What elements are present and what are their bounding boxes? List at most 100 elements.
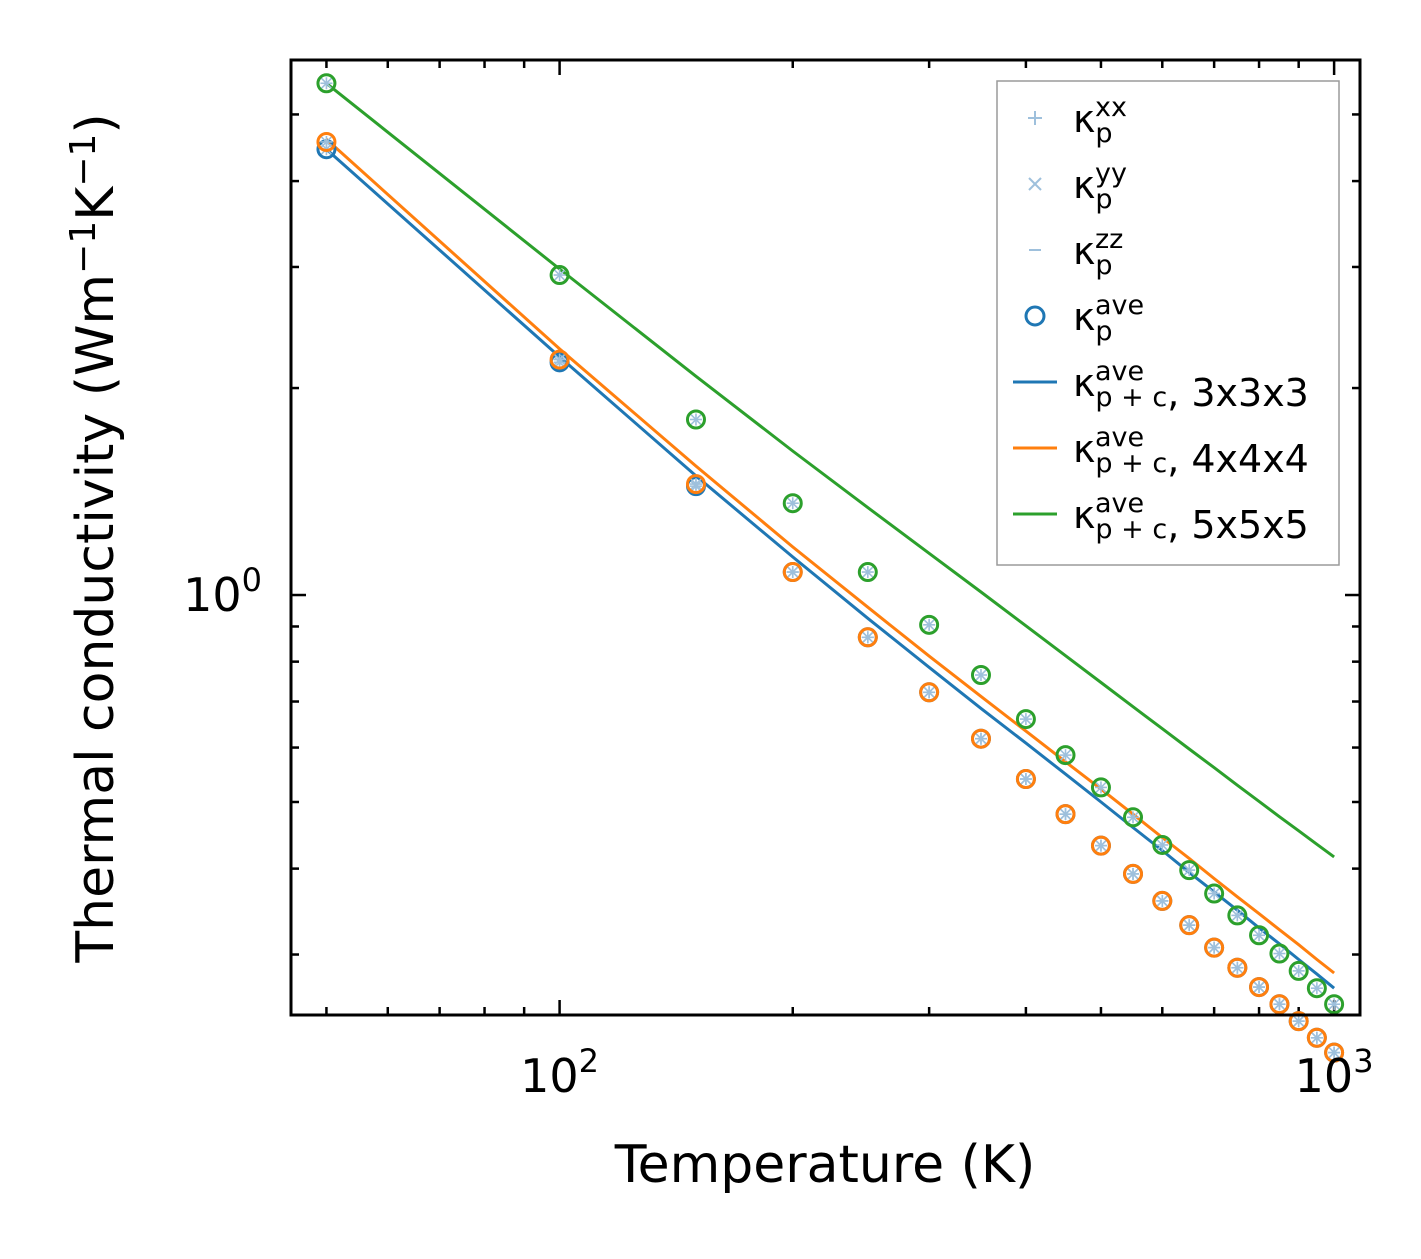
marker-circle (316, 131, 337, 152)
y-tick-exp: 0 (242, 561, 262, 599)
marker-x-b (554, 269, 566, 281)
marker-x-b (1020, 773, 1032, 785)
lines-layer (325, 82, 1336, 990)
legend-subscript: p + c (1095, 382, 1167, 413)
markers-layer (316, 73, 1345, 1063)
point-kappa-p-5x5x5 (1269, 943, 1290, 964)
point-kappa-p-5x5x5 (1227, 905, 1248, 926)
marker-circle (685, 409, 706, 430)
y-label-close: ) (66, 113, 126, 133)
marker-circle (1152, 834, 1173, 855)
marker-x-b (923, 619, 935, 631)
marker-x-b (862, 631, 874, 643)
legend-x-icon (1028, 177, 1042, 191)
legend-circle-icon (1024, 305, 1046, 327)
point-kappa-p-4x4x4 (1306, 1027, 1327, 1048)
marker-circle (782, 562, 803, 583)
marker-x-b (1311, 1032, 1323, 1044)
point-kappa-p-5x5x5 (1204, 883, 1225, 904)
marker-circle (1123, 863, 1144, 884)
point-kappa-p-5x5x5 (970, 665, 991, 686)
legend-superscript: ave (1095, 422, 1144, 453)
legend-superscript: ave (1095, 356, 1144, 387)
marker-circle (1306, 978, 1327, 999)
legend-symbol: κ (1073, 361, 1095, 405)
point-kappa-p-5x5x5 (1152, 834, 1173, 855)
marker-circle (1288, 1011, 1309, 1032)
y-tick-base: 10 (183, 568, 242, 622)
y-label-sup: −1 (63, 221, 104, 274)
point-kappa-p-5x5x5 (1249, 925, 1270, 946)
marker-x-b (320, 136, 333, 148)
x-tick-base: 10 (1295, 1049, 1354, 1103)
marker-circle (1015, 709, 1036, 730)
legend-tail: , 3x3x3 (1167, 371, 1309, 415)
point-kappa-p-4x4x4 (685, 474, 706, 495)
marker-x-b (690, 413, 702, 426)
marker-circle (1055, 745, 1076, 766)
point-kappa-p-5x5x5 (1090, 777, 1111, 798)
point-kappa-p-5x5x5 (1015, 709, 1036, 730)
marker-circle (970, 665, 991, 686)
legend-label: κp (1073, 163, 1113, 215)
marker-x-b (1020, 713, 1032, 725)
legend-superscript: zz (1095, 224, 1123, 255)
legend-symbol: κ (1073, 97, 1095, 141)
marker-x-b (1231, 962, 1243, 974)
legend-subscript: p (1095, 118, 1112, 149)
marker-x-b (1208, 942, 1220, 954)
point-kappa-p-4x4x4 (316, 131, 337, 152)
marker-x-b (1059, 808, 1072, 820)
marker-circle (1152, 890, 1173, 911)
axes-frame (289, 58, 1362, 1017)
legend-frame (996, 80, 1340, 566)
legend-label: κp (1073, 97, 1113, 149)
x-tick-label: 102 (520, 1042, 599, 1103)
legend-subscript: p (1095, 184, 1112, 215)
marker-circle (685, 474, 706, 495)
point-kappa-p-5x5x5 (1324, 994, 1345, 1015)
point-kappa-p-5x5x5 (919, 614, 940, 635)
point-kappa-p-4x4x4 (1055, 804, 1076, 825)
point-kappa-p-5x5x5 (857, 562, 878, 583)
marker-circle (1269, 994, 1290, 1015)
legend-superscript: xx (1095, 92, 1127, 123)
marker-circle (1090, 835, 1111, 856)
marker-x-b (923, 686, 935, 698)
marker-x-b (1183, 919, 1195, 931)
marker-circle (1288, 960, 1309, 981)
marker-circle (1324, 1042, 1345, 1063)
point-kappa-p-4x4x4 (1179, 915, 1200, 936)
marker-circle (1179, 915, 1200, 936)
marker-x-b (690, 478, 702, 490)
line-kappa-pc-5x5x5 (325, 82, 1335, 859)
marker-x-b (787, 497, 799, 509)
legend-label: κp + c, 3x3x3 (1073, 361, 1309, 415)
point-kappa-p-4x4x4 (1152, 890, 1173, 911)
marker-x-b (1095, 840, 1107, 852)
legend-symbol: κ (1073, 163, 1095, 207)
marker-circle (1090, 777, 1111, 798)
marker-x-b (1273, 947, 1286, 960)
legend-superscript: yy (1095, 158, 1127, 189)
marker-x-b (1231, 909, 1243, 921)
y-tick-label: 100 (183, 561, 262, 622)
legend-subscript: p + c (1095, 448, 1167, 479)
y-axis-label: Thermal conductivity (Wm−1K−1) (63, 113, 126, 963)
legend-label: κp + c, 5x5x5 (1073, 493, 1309, 547)
legend-label: κp + c, 4x4x4 (1073, 427, 1309, 481)
point-kappa-p-5x5x5 (782, 493, 803, 514)
marker-x-b (1311, 982, 1323, 994)
marker-x-b (1059, 749, 1072, 761)
marker-x-b (1328, 998, 1340, 1010)
marker-circle (1227, 957, 1248, 978)
legend-tail: , 4x4x4 (1167, 437, 1309, 481)
x-axis-label: Temperature (K) (614, 1135, 1036, 1195)
point-kappa-p-4x4x4 (782, 562, 803, 583)
